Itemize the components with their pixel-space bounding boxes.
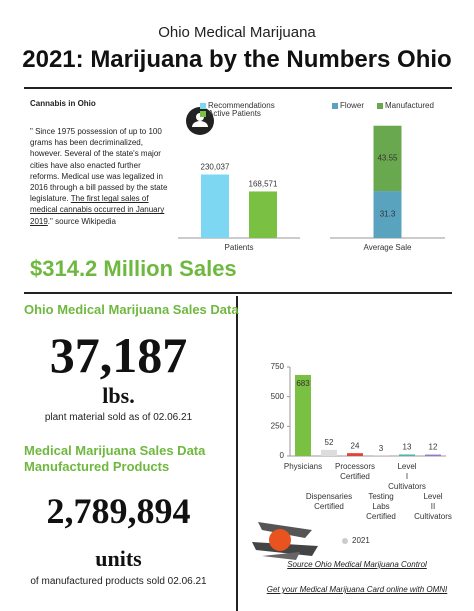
stat-number: 37,187 — [49, 327, 188, 383]
legend-swatch — [200, 103, 206, 109]
value-label: 52 — [325, 438, 334, 447]
logo — [252, 522, 318, 560]
stat-caption: of manufactured products sold 02.06.21 — [30, 576, 207, 587]
value-label: 31.3 — [380, 210, 396, 219]
x-tick-label: Patients — [225, 243, 254, 252]
bar-segment — [373, 125, 402, 192]
x-tick-label: Processors Certified — [335, 462, 375, 481]
stat-heading: Medical Marijuana Sales Data Manufacture… — [24, 443, 206, 474]
bar — [347, 453, 363, 456]
value-label: 168,571 — [249, 180, 278, 189]
y-tick-label: 750 — [271, 362, 285, 371]
legend-swatch — [200, 111, 206, 117]
subtitle: Ohio Medical Marijuana — [158, 24, 316, 41]
legend-swatch — [342, 538, 348, 544]
bar — [249, 191, 277, 238]
legend-label: Flower — [340, 101, 364, 110]
value-label: 13 — [403, 443, 412, 452]
y-tick-label: 250 — [271, 421, 285, 430]
value-label: 230,037 — [201, 163, 230, 172]
value-label: 43.55 — [377, 153, 398, 162]
intro-heading: Cannabis in Ohio — [30, 99, 96, 108]
x-tick-label: Physicians — [284, 462, 322, 471]
x-tick-label: Testing Labs Certified — [366, 492, 396, 521]
user-icon-body — [192, 121, 208, 127]
value-label: 24 — [351, 441, 360, 450]
value-label: 12 — [429, 443, 438, 452]
x-tick-label: Average Sale — [364, 243, 412, 252]
x-tick-label: Level II Cultivators — [414, 492, 452, 521]
legend-swatch — [332, 103, 338, 109]
x-tick-label: Dispensaries Certified — [306, 492, 352, 511]
bar — [201, 174, 229, 238]
stat-unit: lbs. — [102, 383, 135, 408]
title: 2021: Marijuana by the Numbers Ohio — [22, 46, 452, 73]
stat-number: 2,789,894 — [46, 491, 191, 531]
legend-label: Manufactured — [385, 101, 434, 110]
y-tick-label: 0 — [280, 451, 285, 460]
intro-text: " Since 1975 possession of up to 100 gra… — [30, 127, 168, 204]
bar — [399, 454, 415, 456]
headline: $314.2 Million Sales — [30, 256, 237, 281]
intro-paragraph: " Since 1975 possession of up to 100 gra… — [30, 126, 168, 227]
stat-unit: units — [95, 546, 142, 571]
intro-link[interactable]: The first legal sales of medical cannabi… — [30, 194, 165, 226]
y-tick-label: 500 — [271, 392, 285, 401]
stat-caption: plant material sold as of 02.06.21 — [44, 412, 193, 423]
bar — [295, 374, 311, 456]
bar-segment — [373, 191, 402, 238]
bar — [321, 449, 337, 456]
stat-heading: Ohio Medical Marijuana Sales Data — [24, 302, 239, 317]
legend-label: Active Patients — [208, 109, 261, 118]
source-link[interactable]: Source Ohio Medical Marijuana Control — [287, 560, 427, 569]
value-label: 683 — [296, 379, 310, 388]
bar — [425, 454, 441, 456]
x-tick-label: Level I Cultivators — [388, 462, 426, 491]
value-label: 3 — [379, 444, 384, 453]
legend-label: 2021 — [352, 536, 370, 545]
legend-label: Recommendations — [208, 101, 275, 110]
legend-swatch — [377, 103, 383, 109]
intro-source: ." source Wikipedia — [47, 216, 116, 226]
cta-link[interactable]: Get your Medical Marijuana Card online w… — [266, 585, 448, 594]
